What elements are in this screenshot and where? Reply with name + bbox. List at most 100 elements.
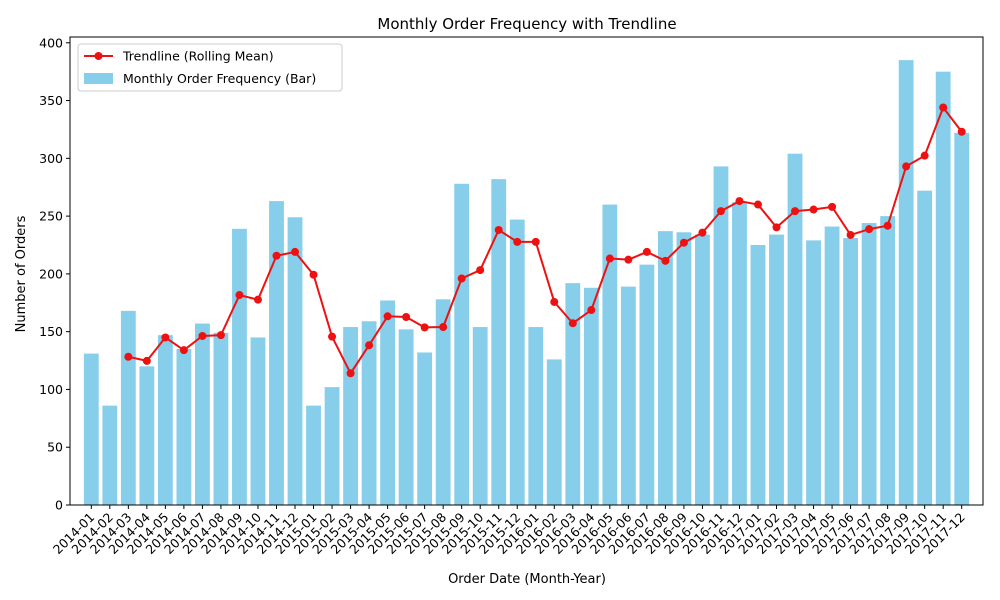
trendline-point: [920, 151, 929, 160]
trendline-point: [179, 346, 188, 355]
bar: [83, 353, 99, 505]
bar: [454, 183, 470, 505]
x-axis-ticks: 2014-012014-022014-032014-042014-052014-…: [50, 505, 968, 557]
bar: [157, 335, 173, 505]
axes: [69, 36, 984, 506]
trendline-point: [216, 331, 225, 340]
bar: [917, 190, 933, 505]
bar: [954, 132, 970, 505]
bar: [324, 387, 340, 505]
trendline-point: [439, 323, 448, 332]
trendline-point: [605, 254, 614, 263]
trendline-point: [642, 247, 651, 256]
bar: [269, 201, 284, 505]
trendline-point: [902, 162, 911, 171]
legend-trendline-label: Trendline (Rolling Mean): [122, 49, 274, 64]
bar: [898, 60, 914, 506]
bar: [232, 228, 247, 505]
bar: [806, 240, 821, 505]
bar: [472, 327, 488, 505]
chart-title: Monthly Order Frequency with Trendline: [377, 15, 676, 33]
bar: [861, 223, 877, 506]
bar: [546, 359, 562, 505]
y-tick-label: 250: [39, 209, 63, 224]
bar: [769, 234, 784, 505]
trendline-point: [791, 207, 800, 216]
bar: [843, 238, 858, 505]
bar: [398, 329, 414, 505]
bar: [880, 216, 896, 506]
trendline-point: [253, 295, 262, 304]
bar: [491, 179, 507, 505]
trendline-point: [568, 319, 577, 328]
bar: [213, 332, 229, 505]
trendline-point: [587, 306, 596, 315]
trendline-point: [957, 127, 966, 136]
trendline-point: [828, 202, 837, 211]
trendline-point: [735, 197, 744, 206]
trendline-point: [365, 341, 374, 350]
bar: [935, 71, 951, 506]
bar: [732, 202, 747, 506]
y-axis-ticks: 0 50 100 150 200 250 300 350 400: [39, 35, 70, 513]
bar: [250, 337, 266, 505]
trendline-point: [235, 291, 244, 300]
bar: [620, 286, 636, 505]
bar: [306, 405, 321, 505]
trendline-point: [883, 221, 892, 230]
trendline-point: [679, 238, 688, 247]
trendline-point: [661, 256, 670, 265]
trendline-point: [309, 270, 318, 279]
y-axis-label: Number of Orders: [14, 215, 29, 332]
bar: [528, 327, 544, 505]
bar: [435, 299, 451, 505]
trendline-point: [124, 352, 133, 361]
bar: [343, 327, 358, 505]
trendline-point: [142, 356, 151, 365]
trendline-point: [624, 255, 633, 264]
bar: [102, 405, 118, 505]
y-tick-label: 350: [39, 93, 63, 108]
y-tick-label: 400: [39, 35, 63, 50]
trendline-point: [513, 237, 522, 246]
trendline-point: [494, 225, 503, 234]
trendline-point: [291, 247, 300, 256]
bar: [287, 217, 303, 505]
bar: [509, 219, 525, 505]
trendline-point: [272, 251, 281, 260]
legend-bar-label: Monthly Order Frequency (Bar): [123, 71, 316, 86]
bar: [695, 234, 710, 505]
trendline-series: [124, 103, 966, 378]
bar: [750, 245, 766, 505]
trendline-point: [716, 207, 725, 216]
bar: [380, 300, 396, 505]
y-tick-label: 50: [47, 440, 63, 455]
trendline-point: [865, 225, 874, 234]
trendline-point: [420, 323, 429, 332]
trendline-point: [328, 332, 337, 341]
trendline-point: [346, 369, 355, 378]
y-tick-label: 300: [39, 151, 63, 166]
bar: [602, 204, 618, 505]
trendline-point: [772, 223, 781, 232]
trendline-point: [846, 230, 855, 239]
x-axis-label: Order Date (Month-Year): [448, 572, 606, 587]
bar: [657, 231, 673, 505]
y-tick-label: 150: [39, 324, 63, 339]
bar: [176, 349, 192, 505]
legend-bar-swatch: [84, 73, 113, 84]
legend-box: [77, 43, 343, 92]
trendline-path: [128, 106, 963, 375]
trendline-point: [457, 274, 466, 283]
trendline-point: [753, 200, 762, 209]
trendline-point: [531, 237, 540, 246]
bar: [417, 352, 433, 505]
legend: Trendline (Rolling Mean) Monthly Order F…: [77, 43, 343, 92]
legend-trendline-marker: [94, 52, 103, 60]
trendline-point: [698, 228, 707, 237]
trendline-point: [161, 333, 170, 342]
bar: [676, 232, 692, 506]
bar-series: [83, 60, 970, 506]
plot-frame: [69, 36, 984, 506]
